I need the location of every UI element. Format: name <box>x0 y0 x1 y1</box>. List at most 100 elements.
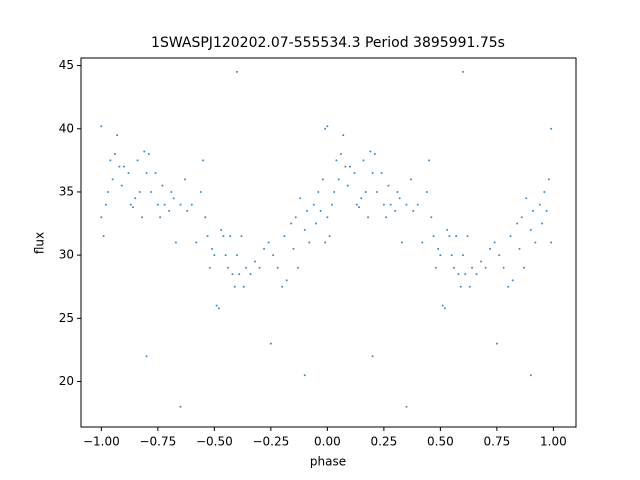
point <box>421 241 424 244</box>
point <box>141 216 144 219</box>
point <box>215 304 218 307</box>
point <box>529 374 532 377</box>
point <box>509 235 512 238</box>
point <box>550 241 553 244</box>
point <box>430 216 433 219</box>
point <box>358 206 361 209</box>
point <box>511 279 514 282</box>
point <box>335 159 338 162</box>
point <box>145 171 148 174</box>
point <box>333 190 336 193</box>
x-tick-label: 0.25 <box>371 435 398 449</box>
point <box>471 266 474 269</box>
point <box>118 165 121 168</box>
point <box>489 247 492 250</box>
point <box>100 216 103 219</box>
point <box>416 203 419 206</box>
point <box>195 241 198 244</box>
point <box>464 273 467 276</box>
point <box>364 190 367 193</box>
point <box>229 235 232 238</box>
point <box>186 209 189 212</box>
point <box>389 203 392 206</box>
point <box>231 273 234 276</box>
point <box>303 228 306 231</box>
point <box>387 184 390 187</box>
y-tick-label: 45 <box>59 58 74 72</box>
chart-title: 1SWASPJ120202.07-555534.3 Period 3895991… <box>151 35 505 51</box>
point <box>480 260 483 263</box>
point <box>382 203 385 206</box>
point <box>258 266 261 269</box>
point <box>122 165 125 168</box>
point <box>547 178 550 181</box>
point <box>317 190 320 193</box>
point <box>324 127 327 130</box>
point <box>520 216 523 219</box>
point <box>412 209 415 212</box>
point <box>475 273 478 276</box>
point <box>348 165 351 168</box>
point <box>516 222 519 225</box>
point <box>308 241 311 244</box>
point <box>220 228 223 231</box>
point <box>168 209 171 212</box>
point <box>376 190 379 193</box>
point <box>134 197 137 200</box>
point <box>199 190 202 193</box>
point <box>326 125 329 128</box>
point <box>324 241 327 244</box>
point <box>371 355 374 358</box>
y-tick-label: 20 <box>59 374 74 388</box>
point <box>319 209 322 212</box>
x-tick-label: 0.00 <box>314 435 341 449</box>
point <box>534 241 537 244</box>
point <box>518 247 521 250</box>
x-tick-label: 0.75 <box>484 435 511 449</box>
point <box>179 405 182 408</box>
point <box>136 159 139 162</box>
plot-frame <box>80 57 577 428</box>
point <box>502 266 505 269</box>
point <box>457 273 460 276</box>
x-axis-label: phase <box>310 455 346 469</box>
point <box>111 178 114 181</box>
point <box>222 235 225 238</box>
point <box>439 254 442 257</box>
point <box>233 285 236 288</box>
point <box>269 342 272 345</box>
point <box>410 178 412 181</box>
point <box>202 159 205 162</box>
point <box>459 285 462 288</box>
point <box>224 254 227 257</box>
point <box>104 203 107 206</box>
point <box>450 254 453 257</box>
point <box>208 266 211 269</box>
point <box>337 178 340 181</box>
point <box>281 285 284 288</box>
point <box>369 150 372 153</box>
point <box>183 178 186 181</box>
point <box>443 307 446 310</box>
point <box>102 235 105 238</box>
point <box>398 197 401 200</box>
point <box>235 70 238 73</box>
point <box>240 235 243 238</box>
point <box>174 241 177 244</box>
point <box>312 203 315 206</box>
point <box>143 150 146 153</box>
point <box>550 127 553 130</box>
point <box>466 235 469 238</box>
point <box>432 235 435 238</box>
point <box>385 216 388 219</box>
point <box>272 254 275 257</box>
point <box>339 153 342 156</box>
point <box>541 222 544 225</box>
point <box>294 216 297 219</box>
point <box>437 247 440 250</box>
point <box>127 171 130 174</box>
point <box>360 197 363 200</box>
point <box>543 190 546 193</box>
point <box>394 209 397 212</box>
point <box>545 209 548 212</box>
